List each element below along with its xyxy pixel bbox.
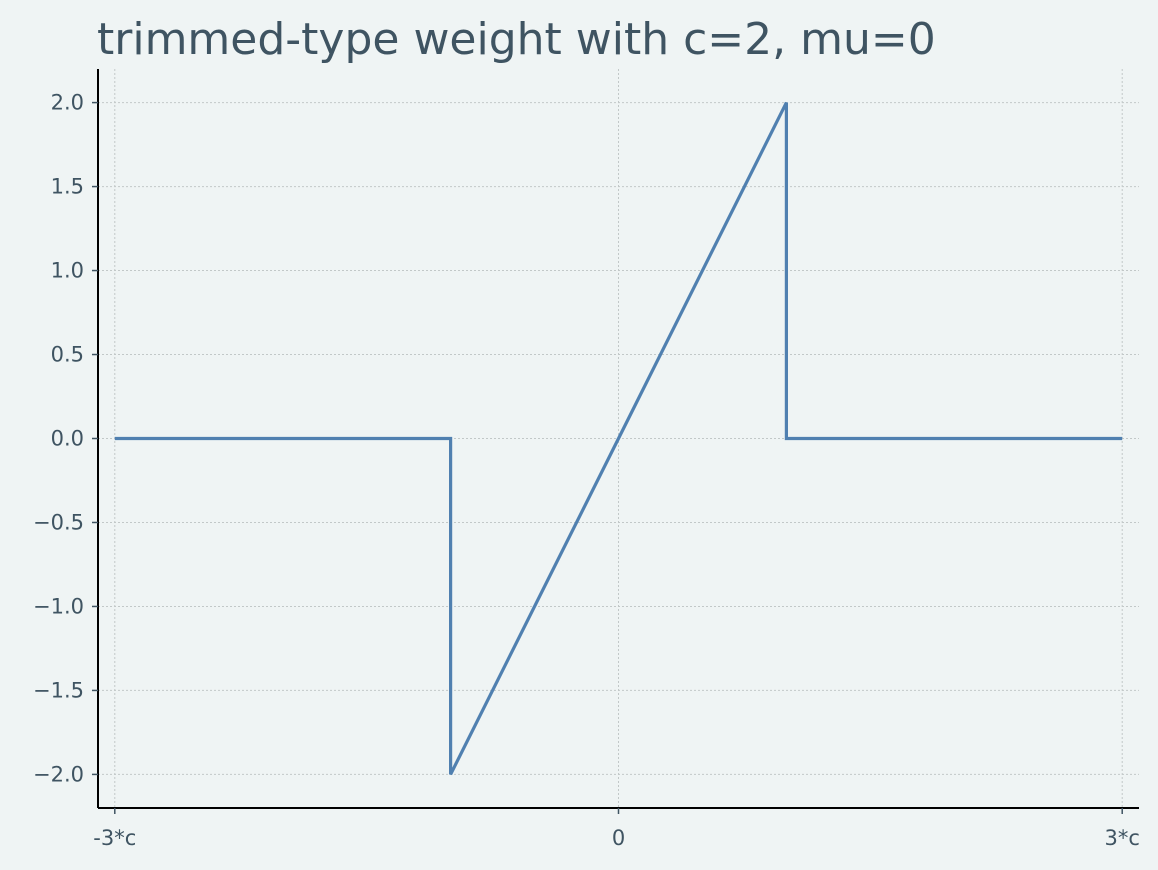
y-tick-label: 0.0 (51, 427, 84, 451)
axes: 2.0 1.5 1.0 0.5 0.0 −0.5 −1.0 −1.5 −2.0 -3*c 0 3*c (33, 69, 1140, 850)
y-tick-label: 2.0 (51, 91, 84, 115)
plot-area (114, 101, 1123, 776)
y-tick-label: −1.5 (33, 678, 84, 702)
y-tick-label: −1.0 (33, 594, 84, 618)
y-tick-label: −2.0 (33, 762, 84, 786)
chart-title: trimmed-type weight with c=2, mu=0 (97, 14, 936, 65)
x-tick-label: -3*c (93, 826, 136, 850)
y-tick-label: 0.5 (51, 343, 84, 367)
y-tick-label: 1.0 (51, 259, 84, 283)
y-tick-label: −0.5 (33, 510, 84, 534)
x-tick-label: 3*c (1104, 826, 1139, 850)
series-line (114, 101, 1123, 776)
y-tick-label: 1.5 (51, 175, 84, 199)
x-tick-label: 0 (612, 826, 625, 850)
